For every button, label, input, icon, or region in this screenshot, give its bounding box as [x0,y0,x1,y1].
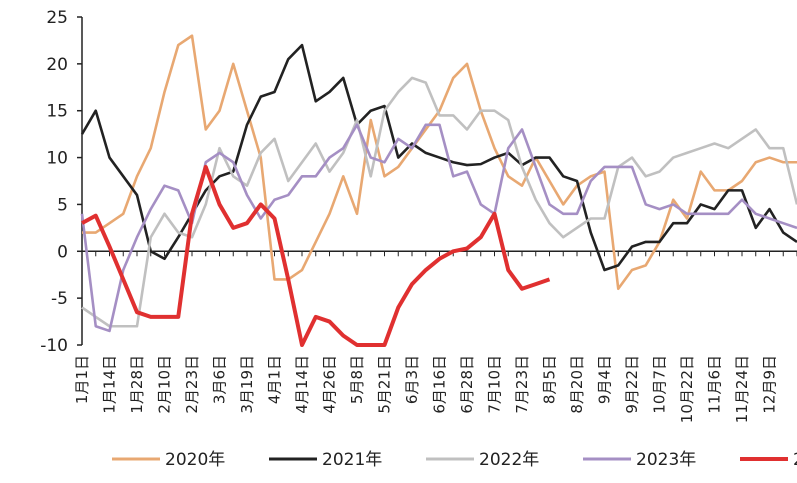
x-tick-label: 2月10日 [156,355,174,414]
x-tick-label: 8月5日 [541,355,559,404]
x-tick-label: 6月28日 [458,355,476,414]
x-tick-label: 4月26日 [321,355,339,414]
x-tick-label: 7月10日 [486,355,504,414]
x-tick-label: 4月14日 [293,355,311,414]
x-tick-label: 3月19日 [238,355,256,414]
y-tick-label: 5 [57,195,68,215]
x-tick-label: 2月23日 [183,355,201,414]
y-tick-label: 15 [46,102,68,122]
x-tick-label: 12月9日 [761,355,779,414]
x-tick-label: 7月23日 [513,355,531,414]
legend-label: 2020年 [165,450,225,470]
y-tick-label: 25 [46,8,68,28]
y-tick-label: 20 [46,55,68,75]
x-tick-label: 11月24日 [733,355,751,423]
x-tick-label: 4月1日 [266,355,284,404]
x-tick-label: 5月21日 [376,355,394,414]
x-tick-label: 5月8日 [348,355,366,404]
y-tick-label: 0 [57,242,68,262]
x-tick-label: 9月4日 [596,355,614,404]
x-tick-label: 3月6日 [211,355,229,404]
x-tick-label: 1月14日 [101,355,119,414]
y-tick-label: -5 [51,289,68,309]
y-tick-label: -10 [40,336,68,356]
x-tick-label: 10月22日 [678,355,696,423]
x-tick-label: 6月3日 [403,355,421,404]
legend-label: 2024年 [793,450,797,470]
x-tick-label: 1月28日 [128,355,146,414]
series-line [80,43,797,272]
series-line [81,76,797,328]
legend-label: 2021年 [322,450,382,470]
legend-label: 2022年 [479,450,539,470]
series-line [81,164,551,347]
x-tick-label: 6月16日 [431,355,449,414]
x-tick-label: 1月1日 [73,355,91,404]
x-tick-label: 9月22日 [623,355,641,414]
x-tick-label: 8月20日 [568,355,586,414]
legend-label: 2023年 [636,450,696,470]
y-tick-label: 10 [46,149,68,169]
x-tick-label: 10月7日 [651,355,669,414]
x-tick-label: 11月6日 [706,355,724,414]
